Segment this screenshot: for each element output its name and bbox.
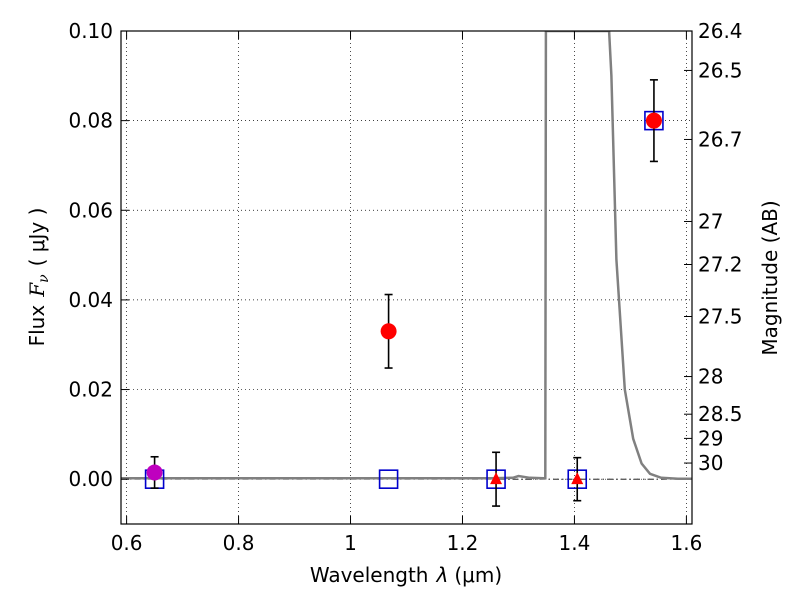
right-tick-label: 27.2	[698, 253, 743, 277]
y-tick-label: 0.10	[68, 19, 113, 43]
right-tick-label: 29	[698, 426, 723, 450]
x-tick-label: 1	[344, 531, 357, 555]
y-tick-label: 0.08	[68, 109, 113, 133]
right-axis-label: Magnitude (AB)	[758, 200, 782, 355]
data-point	[645, 112, 662, 129]
right-tick-label: 28.5	[698, 402, 743, 426]
upper-limit-marker	[571, 472, 584, 485]
y-tick-label: 0.02	[68, 378, 113, 402]
right-tick-label: 28	[698, 365, 723, 389]
right-tick-label: 26.4	[698, 19, 743, 43]
model-curve-layer	[121, 31, 692, 480]
y-axis-label: FluxFν( μJy )	[25, 208, 52, 347]
x-axis-label: Wavelength λ (μm)	[310, 563, 502, 587]
plot-frame	[120, 30, 693, 525]
right-tick-label: 26.5	[698, 58, 743, 82]
x-tick-label: 1.6	[670, 531, 702, 555]
data-point	[380, 323, 397, 340]
x-tick-label: 0.8	[223, 531, 255, 555]
x-tick-label: 1.2	[447, 531, 479, 555]
ticks: 0.6 0.8 1 1.2 1.4 1.6 0.00 0.02 0.04 0.06 0.08 0.10…	[68, 19, 742, 555]
right-tick-label: 27	[698, 209, 723, 233]
model-curve	[121, 31, 692, 480]
upper-limit-marker	[490, 472, 503, 485]
x-tick-label: 1.4	[559, 531, 591, 555]
y-tick-label: 0.06	[68, 198, 113, 222]
right-tick-label: 30	[698, 451, 723, 475]
y-tick-label: 0.00	[68, 467, 113, 491]
x-tick-label: 0.6	[111, 531, 143, 555]
right-tick-label: 27.5	[698, 304, 743, 328]
y-tick-label: 0.04	[68, 288, 113, 312]
data-point	[146, 464, 163, 481]
data-points-layer	[144, 79, 664, 507]
right-tick-label: 26.7	[698, 127, 743, 151]
plot-background	[121, 31, 692, 524]
model-point	[378, 469, 399, 489]
